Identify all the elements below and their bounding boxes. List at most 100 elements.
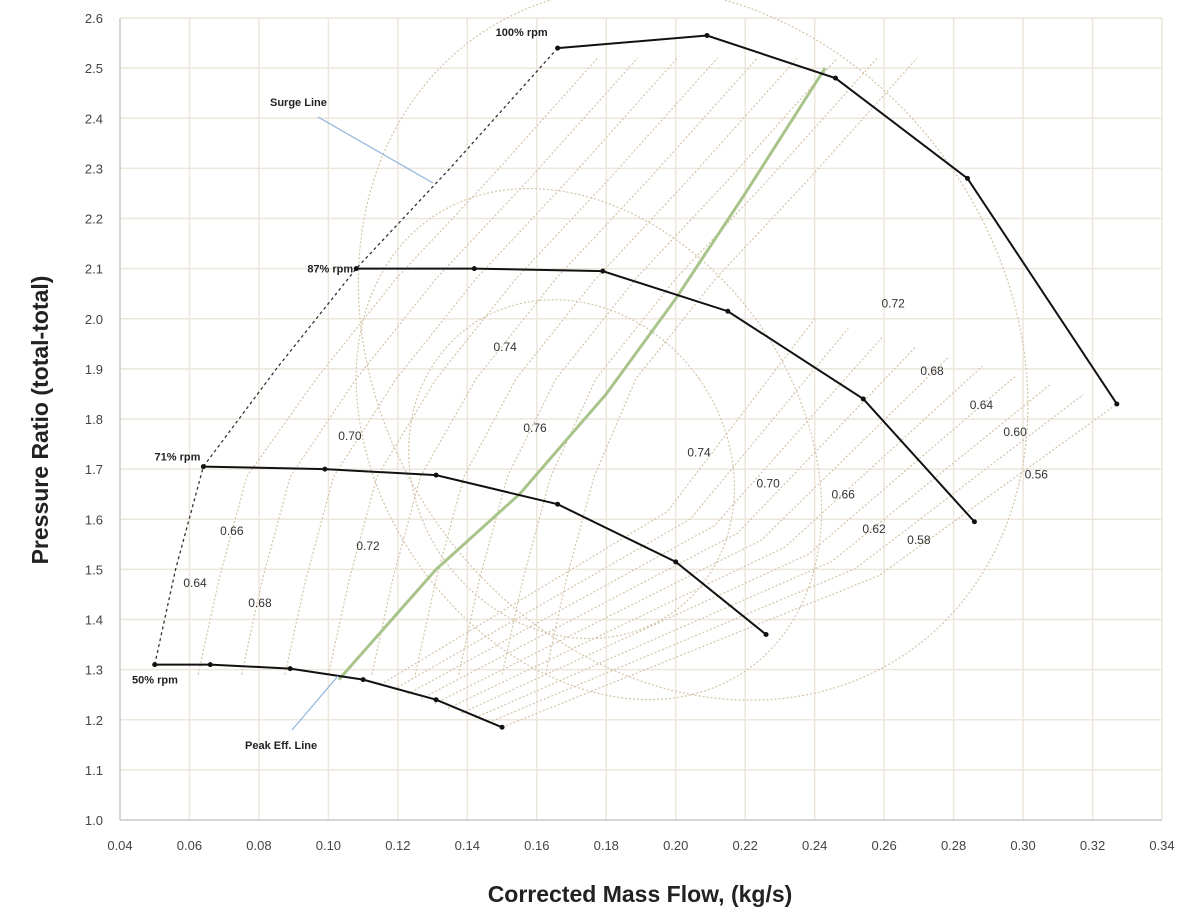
speed-line-point — [200, 464, 206, 470]
efficiency-label: 0.76 — [523, 421, 547, 435]
efficiency-label: 0.72 — [881, 297, 905, 311]
efficiency-label: 0.70 — [756, 477, 780, 491]
speed-line-point — [322, 466, 328, 472]
efficiency-contour — [407, 337, 883, 695]
y-tick-label: 1.9 — [85, 362, 103, 377]
x-tick-label: 0.22 — [733, 838, 758, 853]
speed-line-point — [152, 662, 158, 668]
x-tick-label: 0.06 — [177, 838, 202, 853]
x-tick-label: 0.28 — [941, 838, 966, 853]
efficiency-contour — [327, 57, 718, 675]
surge-line-label: Surge Line — [270, 97, 327, 109]
y-tick-label: 1.1 — [85, 763, 103, 778]
x-tick-label: 0.04 — [107, 838, 132, 853]
efficiency-contour — [501, 403, 1118, 728]
speed-line-point — [433, 697, 439, 703]
y-tick-label: 1.5 — [85, 562, 103, 577]
efficiency-contour — [501, 57, 878, 675]
y-tick-label: 1.2 — [85, 713, 103, 728]
speed-line-point — [471, 266, 477, 272]
efficiency-contour — [284, 57, 678, 675]
x-axis-title: Corrected Mass Flow, (kg/s) — [488, 881, 793, 907]
efficiency-label: 0.72 — [356, 539, 380, 553]
peak-eff-label: Peak Eff. Line — [245, 740, 317, 752]
efficiency-contour — [447, 365, 983, 709]
speed-line-point — [763, 632, 769, 638]
speed-line-point — [860, 396, 866, 402]
speed-line-point — [360, 677, 366, 683]
x-tick-label: 0.10 — [316, 838, 341, 853]
y-tick-label: 2.6 — [85, 11, 103, 26]
y-tick-label: 1.0 — [85, 813, 103, 828]
x-tick-label: 0.34 — [1149, 838, 1174, 853]
y-tick-label: 1.3 — [85, 663, 103, 678]
x-tick-label: 0.18 — [594, 838, 619, 853]
efficiency-label: 0.74 — [494, 340, 518, 354]
efficiency-label: 0.70 — [338, 429, 362, 443]
efficiency-contour — [488, 394, 1084, 724]
efficiency-label: 0.56 — [1025, 468, 1049, 482]
y-tick-label: 2.3 — [85, 161, 103, 176]
speed-line-point — [207, 662, 213, 668]
speed-line-point — [433, 472, 439, 478]
y-tick-label: 2.0 — [85, 312, 103, 327]
speed-line-point — [555, 45, 561, 51]
efficiency-label: 0.66 — [220, 524, 244, 538]
efficiency-contour — [414, 57, 798, 675]
y-tick-label: 2.2 — [85, 212, 103, 227]
y-tick-label: 1.8 — [85, 412, 103, 427]
surge-line-leader — [317, 116, 434, 184]
efficiency-contour — [461, 375, 1017, 714]
x-tick-label: 0.30 — [1010, 838, 1035, 853]
efficiency-label: 0.60 — [1003, 425, 1027, 439]
efficiency-label: 0.68 — [920, 364, 944, 378]
y-tick-label: 1.7 — [85, 462, 103, 477]
x-tick-label: 0.20 — [663, 838, 688, 853]
x-tick-label: 0.08 — [246, 838, 271, 853]
y-axis-title: Pressure Ratio (total-total) — [27, 276, 53, 565]
efficiency-contour — [474, 384, 1051, 719]
speed-line-point — [971, 519, 977, 525]
speed-line — [557, 34, 1118, 405]
x-tick-label: 0.32 — [1080, 838, 1105, 853]
efficiency-island — [355, 187, 823, 701]
efficiency-contour — [458, 57, 838, 675]
speed-line-point — [673, 559, 679, 565]
speed-line — [356, 267, 976, 523]
efficiency-label: 0.74 — [687, 446, 711, 460]
surge-line — [154, 47, 559, 665]
efficiency-contour — [380, 318, 816, 686]
speed-line-point — [287, 666, 293, 672]
efficiency-contour — [240, 57, 638, 675]
efficiency-contour — [371, 57, 758, 675]
speed-line — [203, 465, 767, 636]
speed-line — [154, 663, 503, 729]
efficiency-label: 0.64 — [183, 576, 207, 590]
efficiency-island — [408, 299, 735, 640]
speed-line-label: 87% rpm — [307, 264, 353, 276]
speed-line-label: 50% rpm — [132, 675, 178, 687]
peak-efficiency-line — [337, 67, 827, 681]
efficiency-contour — [197, 57, 599, 675]
speed-line-point — [499, 724, 505, 730]
speed-line-label: 71% rpm — [155, 452, 201, 464]
efficiency-label: 0.58 — [907, 533, 931, 547]
peak-eff-leader — [291, 675, 339, 731]
speed-line-point — [600, 268, 606, 274]
efficiency-contour — [434, 356, 950, 705]
efficiency-label: 0.66 — [831, 488, 855, 502]
efficiency-label: 0.68 — [248, 596, 272, 610]
x-tick-label: 0.26 — [871, 838, 896, 853]
y-tick-label: 2.4 — [85, 111, 103, 126]
speed-line-label: 100% rpm — [496, 27, 548, 39]
speed-line-point — [1114, 401, 1120, 407]
speed-line-point — [704, 33, 710, 39]
y-tick-label: 1.6 — [85, 512, 103, 527]
speed-line-point — [964, 175, 970, 181]
efficiency-contour — [544, 57, 918, 675]
x-tick-label: 0.24 — [802, 838, 827, 853]
x-tick-label: 0.14 — [455, 838, 480, 853]
x-tick-label: 0.16 — [524, 838, 549, 853]
